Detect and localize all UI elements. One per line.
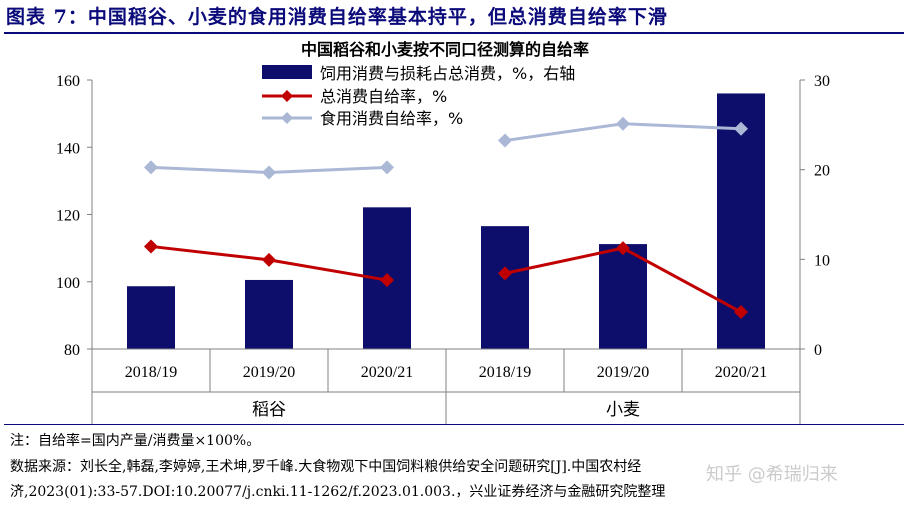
bottom-rule <box>4 424 904 425</box>
series-point <box>380 160 394 175</box>
series-point <box>616 241 630 256</box>
bar <box>127 286 175 349</box>
left-tick-label: 120 <box>56 208 80 225</box>
lines <box>144 116 748 320</box>
right-tick-label: 0 <box>814 342 822 359</box>
legend-label: 食用消费自给率，% <box>320 109 463 128</box>
left-tick-label: 80 <box>64 342 80 359</box>
left-tick-label: 160 <box>56 73 80 90</box>
legend-label: 饲用消费与损耗占总消费，%，右轴 <box>320 64 575 83</box>
series-point <box>262 165 276 180</box>
x-tick-label: 2018/19 <box>125 364 177 381</box>
series-point <box>498 266 512 281</box>
series-point <box>262 252 276 267</box>
right-tick-label: 10 <box>814 252 830 269</box>
legend-swatch <box>262 65 312 79</box>
series-point <box>734 121 748 136</box>
series-point <box>380 273 394 288</box>
figure-title: 图表 7：中国稻谷、小麦的食用消费自给率基本持平，但总消费自给率下滑 <box>6 6 668 28</box>
x-tick-label: 2018/19 <box>479 364 531 381</box>
x-group-label: 稻谷 <box>252 400 286 420</box>
x-tick-label: 2020/21 <box>715 364 767 381</box>
left-tick-label: 140 <box>56 140 80 157</box>
legend-label: 总消费自给率，% <box>320 87 447 106</box>
bars <box>127 93 765 349</box>
x-tick-label: 2019/20 <box>243 364 295 381</box>
series-point <box>734 305 748 320</box>
series-point <box>144 160 158 175</box>
x-tick-label: 2020/21 <box>361 364 413 381</box>
series-point <box>498 133 512 148</box>
note-source-cont: 济,2023(01):33-57.DOI:10.20077/j.cnki.11-… <box>10 484 666 500</box>
title-rule <box>4 32 904 34</box>
right-tick-label: 20 <box>814 163 830 180</box>
chart: 中国稻谷和小麦按不同口径测算的自给率 饲用消费与损耗占总消费，%，右轴总消费自给… <box>56 40 830 424</box>
axes: 80 100 120 140 160 0 10 20 30 <box>56 73 830 359</box>
series-point <box>616 116 630 131</box>
x-axis: 2018/19 2019/20 2020/21 稻谷 2018/19 2019/20 202… <box>91 348 801 424</box>
bar <box>481 226 529 349</box>
left-tick-label: 100 <box>56 275 80 292</box>
legend-marker <box>281 90 293 102</box>
legend-marker <box>281 112 293 124</box>
note-source: 数据来源：刘长全,韩磊,李婷婷,王术坤,罗千峰.大食物观下中国饲料粮供给安全问题… <box>10 459 642 475</box>
x-tick-label: 2019/20 <box>597 364 649 381</box>
chart-title: 中国稻谷和小麦按不同口径测算的自给率 <box>301 40 589 59</box>
bar <box>599 244 647 349</box>
x-group-label: 小麦 <box>606 400 640 420</box>
bar <box>245 279 293 349</box>
right-tick-label: 30 <box>814 73 830 90</box>
series-point <box>144 239 158 254</box>
note-definition: 注：自给率=国内产量/消费量×100%。 <box>10 433 261 449</box>
watermark: 知乎 @希瑞归来 <box>706 464 838 485</box>
